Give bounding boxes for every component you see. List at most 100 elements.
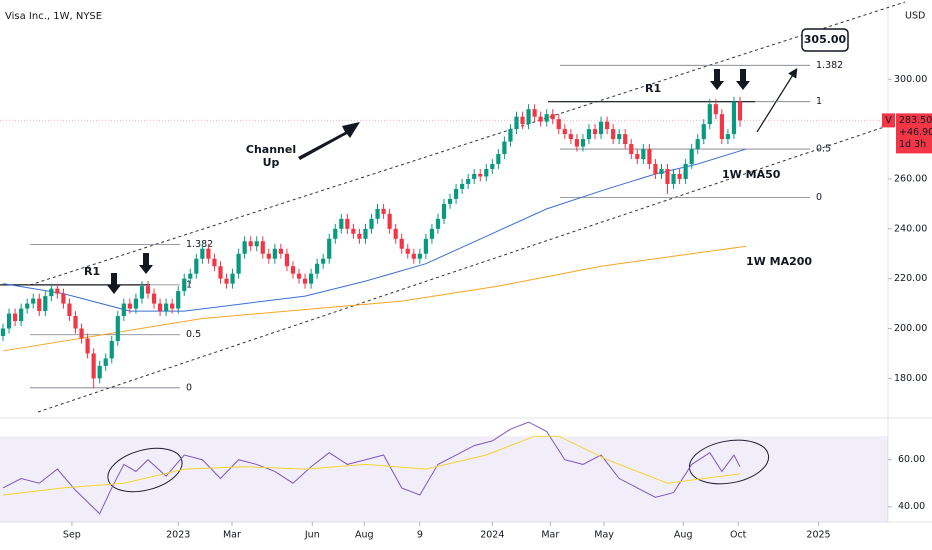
candle-body xyxy=(176,291,181,309)
candle-body xyxy=(145,286,151,294)
candle-body xyxy=(375,208,380,219)
rsi-band xyxy=(0,436,888,522)
candle-body xyxy=(725,134,731,140)
candle-body xyxy=(695,139,700,150)
candle-body xyxy=(689,149,694,165)
candle-body xyxy=(6,313,12,329)
candle-body xyxy=(182,278,187,292)
x-tick-label: Mar xyxy=(223,530,241,541)
candle-body xyxy=(532,109,537,117)
rsi-line xyxy=(2,421,741,515)
candle-body xyxy=(381,208,386,214)
ma-label: 1W MA200 xyxy=(746,255,812,268)
candle-body xyxy=(194,258,199,274)
candle-body xyxy=(309,273,314,284)
candle-body xyxy=(484,168,489,177)
target-label: 305.00 xyxy=(804,33,847,46)
candle-body xyxy=(164,303,169,312)
candle-body xyxy=(351,228,356,234)
candle-body xyxy=(188,273,193,279)
candle-body xyxy=(592,129,598,135)
y-tick-label: 200.00 xyxy=(894,323,927,334)
candle-body xyxy=(121,303,126,317)
candle-body xyxy=(200,248,205,259)
candle-body xyxy=(363,228,368,239)
candle-body xyxy=(55,288,60,294)
candle-body xyxy=(339,218,344,229)
candle-body xyxy=(441,203,447,219)
candle-body xyxy=(79,328,84,339)
x-tick-label: 2024 xyxy=(480,530,504,541)
candle-body xyxy=(653,164,658,174)
candle-body xyxy=(260,241,265,254)
candle-body xyxy=(67,303,72,317)
channel-upper xyxy=(29,1,906,286)
y-tick-label: 260.00 xyxy=(894,173,927,184)
candle-body xyxy=(272,248,277,259)
candle-body xyxy=(206,248,211,259)
candle-body xyxy=(73,316,78,329)
fib-label: 1 xyxy=(186,279,192,290)
candle-body xyxy=(490,164,495,169)
candle-body xyxy=(302,278,308,284)
candle-body xyxy=(605,121,610,130)
candle-body xyxy=(635,154,640,160)
candle-body xyxy=(707,104,712,125)
candle-body xyxy=(19,308,24,322)
background xyxy=(0,0,932,523)
candle-body xyxy=(43,296,48,312)
candle-body xyxy=(701,124,706,140)
candle-body xyxy=(49,288,54,297)
candle-body xyxy=(218,266,223,279)
candle-body xyxy=(290,266,296,274)
channel-lower xyxy=(37,119,906,413)
y-tick-label: 180.00 xyxy=(894,373,927,384)
candle-body xyxy=(321,258,326,264)
candle-body xyxy=(629,144,634,155)
candle-body xyxy=(466,178,471,184)
candle-body xyxy=(139,286,145,299)
candle-body xyxy=(25,303,30,309)
symbol-badge xyxy=(882,113,895,128)
candle-body xyxy=(151,293,157,304)
candle-body xyxy=(0,328,6,336)
symbol-label: V xyxy=(885,115,892,126)
candle-body xyxy=(13,313,18,322)
candle-body xyxy=(659,168,664,174)
candle-body xyxy=(520,116,525,125)
candle-body xyxy=(417,253,422,259)
candle-body xyxy=(713,104,718,115)
fib-label: 1.382 xyxy=(186,239,213,250)
last-price-label: 283.50 xyxy=(899,115,932,126)
fib-label: 0.5 xyxy=(816,144,831,155)
rsi-ellipse xyxy=(688,439,770,485)
candle-body xyxy=(617,134,622,140)
candle-body xyxy=(496,154,501,165)
x-tick-label: 2025 xyxy=(806,530,830,541)
candle-body xyxy=(526,109,531,125)
candle-body xyxy=(157,303,163,312)
candle-body xyxy=(568,134,573,140)
x-tick-label: Sep xyxy=(63,530,81,541)
candle-body xyxy=(170,303,175,309)
candle-body xyxy=(665,168,670,184)
channel-arrow xyxy=(298,122,360,160)
candle-body xyxy=(447,198,453,204)
fib-label: 0.5 xyxy=(186,329,201,340)
ma-label: 1W MA50 xyxy=(722,168,781,181)
candle-body xyxy=(115,316,120,341)
candle-body xyxy=(641,149,646,160)
candle-body xyxy=(103,358,108,366)
candle-body xyxy=(85,338,90,354)
x-tick-label: Jun xyxy=(304,530,320,541)
candle-body xyxy=(387,213,392,229)
candle-body xyxy=(550,114,555,120)
candle-body xyxy=(411,253,416,259)
chart-title: Visa Inc., 1W, NYSE xyxy=(5,11,102,22)
x-tick-label: Aug xyxy=(355,530,374,541)
channel-label: Channel Up xyxy=(246,143,296,169)
candle-body xyxy=(405,248,410,254)
candle-body xyxy=(647,149,652,165)
candle-body xyxy=(127,303,132,309)
